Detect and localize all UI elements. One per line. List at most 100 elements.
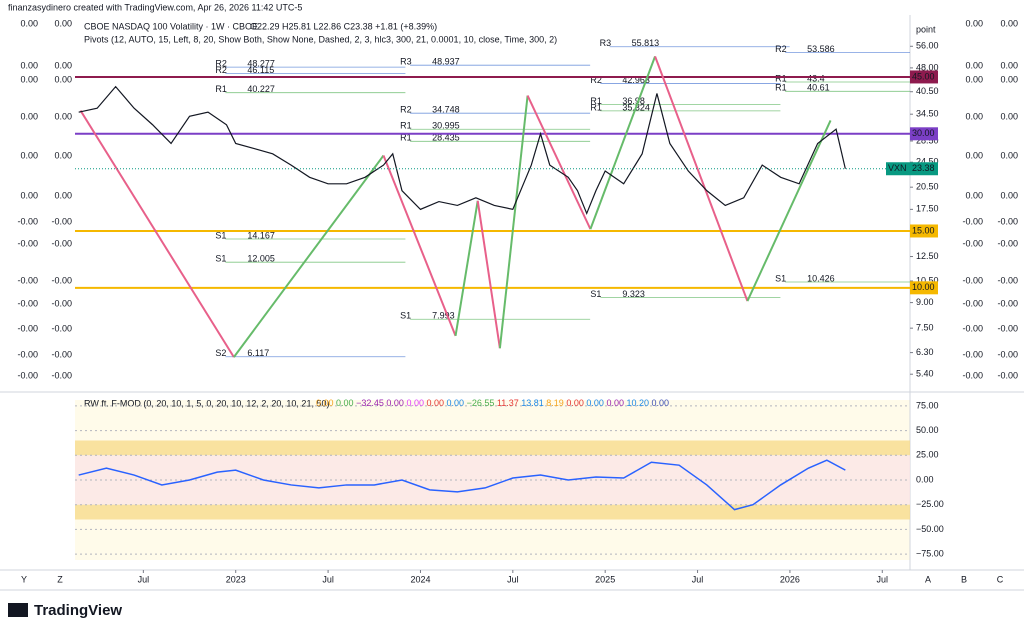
- last-price-tag: [910, 162, 938, 176]
- scale-label: 0.00: [965, 18, 983, 28]
- toolbar-button: C: [997, 574, 1004, 584]
- pivot-name: S1: [215, 230, 226, 240]
- scale-label: -0.00: [17, 238, 38, 248]
- pivot-name: R1: [400, 133, 412, 143]
- scale-label: -0.00: [51, 238, 72, 248]
- pivot-name: R1: [215, 84, 227, 94]
- scale-label: 0.00: [54, 111, 72, 121]
- pivot-value: 12.005: [247, 254, 275, 264]
- level-tag: [910, 70, 938, 84]
- pivot-value: 30.995: [432, 121, 460, 131]
- zigzag-segment: [79, 110, 235, 358]
- pivots-legend: Pivots (12, AUTO, 15, Left, 8, 20, Show …: [84, 34, 557, 44]
- scale-label: 0.00: [1000, 150, 1018, 160]
- indicator-value: 11.37: [497, 398, 519, 408]
- scale-label: -0.00: [962, 216, 983, 226]
- scale-label: 0.00: [1000, 18, 1018, 28]
- scale-label: -0.00: [17, 323, 38, 333]
- scale-label: -0.00: [51, 216, 72, 226]
- level-tag: [910, 224, 938, 238]
- zigzag-segment: [454, 200, 479, 336]
- pivot-value: 28.435: [432, 133, 460, 143]
- level-label: 45.00: [912, 71, 935, 81]
- zigzag-segment: [589, 56, 657, 230]
- scale-label: -0.00: [17, 275, 38, 285]
- pivot-name: S1: [400, 311, 411, 321]
- pivot-value: 9.323: [622, 289, 645, 299]
- scale-label: 0.00: [1000, 190, 1018, 200]
- scale-label: -0.00: [17, 298, 38, 308]
- x-tick-label: 2026: [780, 574, 800, 584]
- pivot-value: 48.277: [247, 58, 275, 68]
- y-tick-label: 9.00: [916, 297, 934, 307]
- x-tick-label: Jul: [138, 574, 150, 584]
- scale-label: -0.00: [51, 323, 72, 333]
- scale-label: 0.00: [965, 150, 983, 160]
- pivot-name: R1: [590, 96, 602, 106]
- pane-tick-label: −50.00: [916, 524, 944, 534]
- pivot-value: 34.748: [432, 105, 460, 115]
- zone: [75, 504, 910, 520]
- scale-label: -0.00: [17, 216, 38, 226]
- x-tick-label: Jul: [507, 574, 519, 584]
- pivot-name: R3: [600, 38, 612, 48]
- pivot-value: 46.115: [247, 65, 274, 75]
- indicator-value: 0.00: [652, 398, 670, 408]
- pivot-value: 7.993: [432, 311, 455, 321]
- y-tick-label: 7.50: [916, 323, 934, 333]
- level-label: 10.00: [912, 282, 935, 292]
- pane-tick-label: 25.00: [916, 450, 939, 460]
- pivot-value: 40.61: [807, 83, 830, 93]
- indicator-value: 0.00: [566, 398, 584, 408]
- pivot-value: 14.167: [247, 230, 275, 240]
- scale-label: -0.00: [962, 323, 983, 333]
- pivot-value: 43.4: [807, 73, 825, 83]
- indicator-title: RW ft. F-MOD (0, 20, 10, 1, 5, 0, 20, 10…: [84, 398, 329, 408]
- pivot-name: R2: [215, 65, 227, 75]
- scale-label: -0.00: [997, 323, 1018, 333]
- scale-label: -0.00: [962, 370, 983, 380]
- y-tick-label: 24.50: [916, 157, 939, 167]
- chart-title: CBOE NASDAQ 100 Volatility · 1W · CBOE: [84, 21, 258, 31]
- scale-label: 0.00: [20, 150, 38, 160]
- y-tick-label: 48.00: [916, 62, 939, 72]
- scale-label: -0.00: [997, 275, 1018, 285]
- pivot-name: S1: [775, 273, 786, 283]
- indicator-value: 13.81: [521, 398, 544, 408]
- scale-label: -0.00: [997, 216, 1018, 226]
- scale-label: 0.00: [965, 74, 983, 84]
- pivot-name: R2: [775, 44, 787, 54]
- scale-label: -0.00: [962, 298, 983, 308]
- indicator-value: −32.45: [356, 398, 384, 408]
- level-label: 30.00: [912, 128, 935, 138]
- scale-label: -0.00: [997, 349, 1018, 359]
- pivot-value: 6.117: [247, 348, 269, 358]
- x-tick-label: Jul: [322, 574, 334, 584]
- y-tick-label: 5.40: [916, 369, 934, 379]
- y-tick-label: 10.50: [916, 275, 939, 285]
- x-tick-label: 2023: [226, 574, 246, 584]
- price-line: [78, 85, 846, 216]
- pivot-value: 40.227: [247, 84, 275, 94]
- y-tick-label: 56.00: [916, 41, 939, 51]
- scale-label: -0.00: [962, 349, 983, 359]
- scale-label: 0.00: [54, 74, 72, 84]
- scale-label: 0.00: [54, 60, 72, 70]
- x-tick-label: Jul: [692, 574, 704, 584]
- pivot-name: R1: [590, 102, 602, 112]
- scale-label: -0.00: [997, 370, 1018, 380]
- price-axis-label: point: [916, 24, 936, 34]
- y-tick-label: 17.50: [916, 204, 939, 214]
- indicator-value: 0.00: [316, 398, 334, 408]
- zigzag-segment: [526, 95, 592, 230]
- pivot-name: R3: [400, 57, 412, 67]
- pane-tick-label: −75.00: [916, 548, 944, 558]
- indicator-value: 0.00: [386, 398, 404, 408]
- x-tick-label: Jul: [877, 574, 889, 584]
- scale-label: 0.00: [965, 111, 983, 121]
- y-tick-label: 34.50: [916, 109, 939, 119]
- toolbar-button: B: [961, 574, 967, 584]
- scale-label: 0.00: [20, 111, 38, 121]
- pivot-value: 42.963: [622, 75, 650, 85]
